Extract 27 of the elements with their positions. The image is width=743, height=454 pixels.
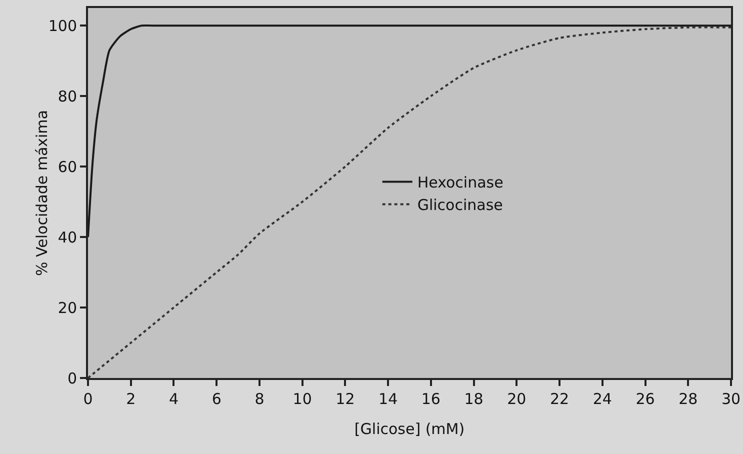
y-tick-label: 0 — [67, 369, 77, 388]
y-tick-label: 40 — [58, 228, 77, 246]
x-tick-label: 8 — [254, 390, 264, 408]
x-axis-title: [Glicose] (mM) — [354, 420, 465, 438]
x-tick-label: 2 — [126, 390, 136, 408]
x-tick-label: 30 — [721, 390, 741, 408]
legend-label: Hexocinase — [417, 174, 504, 192]
x-tick-label: 10 — [292, 390, 312, 408]
legend-label: Glicocinase — [417, 196, 503, 214]
x-tick-label: 20 — [507, 390, 526, 408]
y-axis-title: % Velocidade máxima — [33, 110, 51, 276]
y-tick-label: 20 — [58, 298, 77, 317]
x-tick-label: 0 — [83, 390, 93, 408]
x-tick-label: 28 — [678, 390, 698, 408]
x-tick-label: 14 — [378, 390, 398, 408]
x-tick-label: 16 — [421, 390, 440, 408]
x-tick-label: 12 — [336, 390, 355, 408]
line-series — [88, 26, 731, 378]
x-tick-label: 24 — [592, 390, 612, 408]
y-tick-label: 80 — [58, 87, 77, 106]
x-tick-label: 22 — [550, 390, 570, 408]
x-tick-label: 18 — [464, 390, 484, 408]
y-tick-label: 100 — [48, 16, 77, 35]
x-tick-label: 26 — [636, 390, 655, 408]
x-tick-label: 6 — [212, 390, 222, 408]
x-tick-label: 4 — [168, 390, 179, 408]
y-tick-label: 60 — [58, 158, 77, 176]
